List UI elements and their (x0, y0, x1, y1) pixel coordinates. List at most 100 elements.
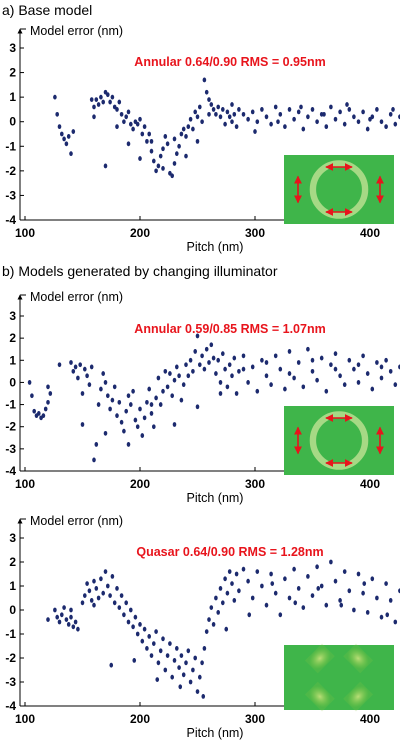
data-point (175, 151, 179, 157)
data-point (191, 368, 195, 374)
data-point (149, 138, 154, 144)
section-title-a: a) Base model (2, 2, 92, 18)
data-point (209, 342, 214, 348)
data-point (115, 586, 119, 591)
data-point (170, 173, 174, 179)
data-point (138, 622, 142, 627)
data-point (156, 163, 161, 169)
data-point (368, 116, 372, 122)
data-point (211, 355, 216, 361)
data-point (103, 430, 108, 436)
data-point (129, 402, 133, 407)
data-point (188, 357, 193, 363)
data-point (177, 665, 181, 670)
data-point (250, 109, 255, 115)
data-point (158, 402, 163, 407)
data-point (234, 391, 239, 396)
data-point (140, 638, 145, 644)
x-tick-label: 100 (15, 226, 35, 240)
data-point (207, 360, 211, 365)
data-point (207, 97, 211, 102)
data-point (184, 362, 188, 368)
data-point (370, 576, 375, 582)
data-point (338, 109, 342, 115)
data-point (76, 626, 80, 632)
data-point (246, 116, 250, 122)
y-tick-label: -3 (5, 675, 16, 689)
data-point (310, 357, 315, 363)
data-point (131, 388, 135, 394)
data-point (306, 346, 310, 352)
data-point (365, 126, 370, 132)
data-point (69, 151, 73, 157)
data-point (76, 375, 80, 381)
data-point (362, 581, 367, 586)
data-point (293, 600, 298, 606)
data-point (92, 457, 96, 463)
data-point (379, 375, 384, 381)
data-point (108, 99, 112, 105)
y-tick-label: -4 (5, 464, 16, 478)
data-point (292, 116, 296, 122)
data-point (133, 417, 138, 423)
data-point (69, 360, 73, 365)
data-point (119, 419, 124, 425)
data-point (296, 586, 301, 591)
data-point (147, 386, 151, 392)
data-point (94, 97, 99, 102)
data-point (225, 590, 230, 596)
y-tick-label: 0 (9, 375, 16, 389)
data-point (191, 667, 195, 673)
data-point (89, 97, 94, 102)
data-point (388, 368, 393, 374)
x-tick-label: 300 (245, 226, 265, 240)
data-point (329, 104, 333, 110)
data-point (92, 602, 96, 608)
data-point (168, 641, 172, 646)
data-point (154, 395, 158, 401)
data-point (108, 593, 112, 598)
data-point (347, 357, 352, 363)
data-point (273, 104, 278, 110)
x-axis-label: Pitch (nm) (187, 240, 244, 254)
data-point (115, 413, 119, 419)
data-point (230, 373, 234, 379)
data-point (110, 94, 115, 100)
data-point (287, 107, 292, 112)
data-point (115, 107, 119, 112)
data-point (27, 380, 32, 385)
data-point (384, 357, 388, 363)
data-point (117, 605, 122, 610)
data-point (41, 413, 46, 419)
y-tick-label: -3 (5, 442, 16, 456)
quasar-pole (343, 681, 373, 712)
data-point (66, 134, 71, 139)
data-point (64, 617, 69, 622)
data-point (57, 362, 62, 368)
data-point (177, 143, 181, 149)
data-point (264, 373, 269, 379)
data-point (338, 598, 342, 603)
data-point (126, 141, 131, 147)
data-point (96, 402, 101, 407)
data-point (338, 373, 342, 379)
data-point (103, 380, 108, 385)
data-point (375, 360, 379, 365)
data-point (333, 578, 338, 584)
data-point (71, 368, 76, 374)
data-point (135, 424, 140, 430)
data-point (46, 617, 50, 622)
data-point (361, 590, 365, 596)
data-point (140, 131, 145, 137)
data-point (365, 371, 370, 376)
data-point (195, 689, 200, 694)
data-point (152, 158, 156, 164)
data-point (152, 641, 156, 646)
data-point (379, 364, 384, 370)
data-point (322, 111, 326, 117)
data-point (149, 411, 154, 416)
data-point (138, 406, 142, 412)
data-point (232, 355, 237, 361)
data-point (260, 357, 264, 363)
